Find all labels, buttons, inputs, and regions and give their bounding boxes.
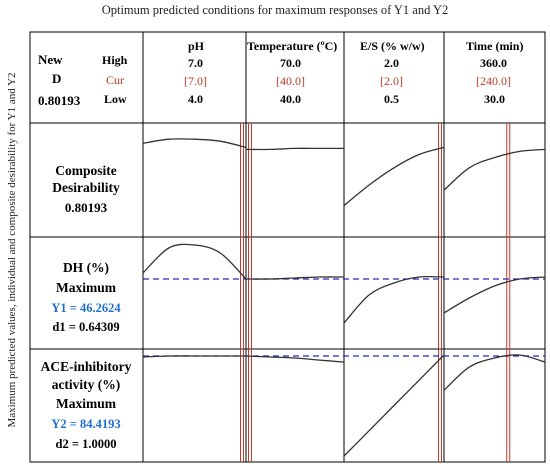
column-name: pH	[188, 39, 205, 53]
plot-marks	[142, 123, 546, 462]
response-curve	[443, 276, 546, 314]
row-line: activity (%)	[52, 377, 121, 392]
cur-value: [240.0]	[476, 74, 511, 88]
response-curve	[142, 138, 247, 149]
cur-value: [7.0]	[184, 74, 207, 88]
high-value: 2.0	[384, 56, 399, 70]
low-value: 0.5	[384, 92, 399, 106]
high-value: 7.0	[188, 56, 203, 70]
high-value: 70.0	[280, 56, 301, 70]
row-line: Maximum	[56, 396, 117, 411]
response-curve	[142, 243, 247, 280]
response-curve	[343, 146, 445, 207]
row-line: Desirability	[52, 180, 120, 195]
grid-lines	[29, 31, 546, 463]
column-name: E/S (% w/w)	[360, 39, 425, 53]
low-label: Low	[104, 92, 127, 106]
d-value: 0.80193	[38, 93, 81, 108]
response-curve	[443, 354, 546, 391]
new-label: New	[38, 52, 63, 67]
row-label-dh: DH (%) Maximum Y1 = 46.2624 d1 = 0.64309	[51, 260, 121, 334]
row-line: ACE-inhibitory	[41, 359, 132, 374]
d1-value: d1 = 0.64309	[52, 320, 119, 334]
response-curve	[142, 355, 246, 358]
low-value: 4.0	[188, 92, 203, 106]
y1-value: Y1 = 46.2624	[51, 301, 121, 315]
response-curve	[245, 355, 345, 363]
low-value: 40.0	[280, 92, 301, 106]
row-line: DH (%)	[63, 260, 109, 275]
header-column-ph: pH 7.0 [7.0] 4.0	[184, 39, 207, 106]
d-label: D	[52, 71, 61, 86]
row-label-composite: Composite Desirability 0.80193	[52, 163, 120, 215]
response-curve	[245, 147, 344, 151]
response-curve	[245, 276, 345, 280]
column-name: Temperature (ºC)	[247, 39, 337, 53]
row-line: Composite	[55, 163, 117, 178]
header-column-es: E/S (% w/w) 2.0 [2.0] 0.5	[360, 39, 425, 106]
header-column-temperature: Temperature (ºC) 70.0 [40.0] 40.0	[247, 39, 337, 106]
low-value: 30.0	[484, 92, 505, 106]
cur-label: Cur	[106, 73, 124, 87]
high-label: High	[102, 53, 128, 67]
row-line: 0.80193	[65, 200, 108, 215]
d2-value: d2 = 1.0000	[56, 437, 117, 451]
chart-title: Optimum predicted conditions for maximum…	[101, 3, 449, 17]
high-value: 360.0	[480, 56, 507, 70]
y2-value: Y2 = 84.4193	[51, 417, 120, 431]
cur-value: [2.0]	[380, 74, 403, 88]
plot-frame	[29, 31, 546, 463]
cur-value: [40.0]	[276, 74, 305, 88]
column-name: Time (min)	[466, 39, 523, 53]
response-curve	[443, 148, 546, 191]
row-line: Maximum	[56, 280, 117, 295]
response-curve	[343, 275, 445, 324]
response-curve	[343, 354, 445, 457]
header-column-time: Time (min) 360.0 [240.0] 30.0	[466, 39, 523, 106]
row-label-ace: ACE-inhibitory activity (%) Maximum Y2 =…	[41, 359, 132, 451]
